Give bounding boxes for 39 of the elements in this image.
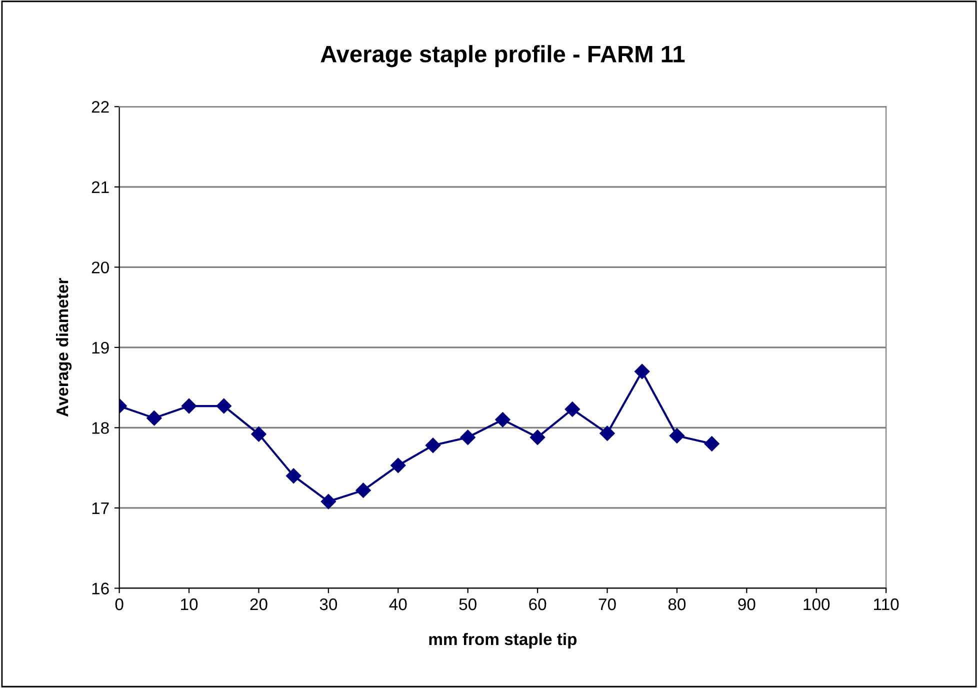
point: [286, 468, 302, 484]
y-tick-label: 18: [92, 422, 109, 434]
x-tick-label: 80: [668, 598, 686, 610]
point: [251, 426, 266, 442]
x-tick-label: 10: [181, 598, 198, 610]
x-tick-label: 0: [115, 598, 124, 610]
point: [216, 398, 232, 414]
x-tick-label: 70: [598, 598, 616, 610]
x-tick-label: 20: [250, 598, 268, 610]
y-tick-label: 22: [92, 101, 109, 113]
chart-title: Average staple profile - FARM 11: [320, 45, 685, 68]
x-tick-label: 100: [804, 598, 830, 610]
y-axis-title: Average diameter: [56, 278, 72, 417]
x-tick-label: 40: [389, 598, 407, 610]
point: [390, 458, 406, 473]
x-tick-label: 30: [320, 598, 338, 610]
point: [425, 438, 441, 453]
point: [704, 436, 720, 452]
point: [320, 494, 336, 510]
point: [669, 428, 685, 444]
x-tick-label: 110: [874, 598, 899, 610]
x-axis-title: mm from staple tip: [429, 632, 577, 648]
point: [530, 430, 546, 445]
point: [564, 402, 580, 417]
y-tick-label: 17: [92, 502, 109, 514]
point: [600, 426, 615, 441]
y-tick-label: 16: [92, 582, 109, 594]
point: [146, 410, 162, 426]
point: [495, 412, 510, 428]
point: [181, 398, 197, 414]
y-tick-label: 21: [92, 181, 109, 193]
y-tick-label: 19: [92, 342, 109, 354]
point: [634, 364, 650, 380]
y-tick-label: 20: [92, 262, 109, 274]
x-tick-label: 50: [459, 598, 476, 610]
x-tick-label: 60: [529, 598, 546, 610]
point: [460, 430, 476, 445]
x-tick-label: 90: [738, 598, 756, 610]
point: [356, 482, 371, 498]
